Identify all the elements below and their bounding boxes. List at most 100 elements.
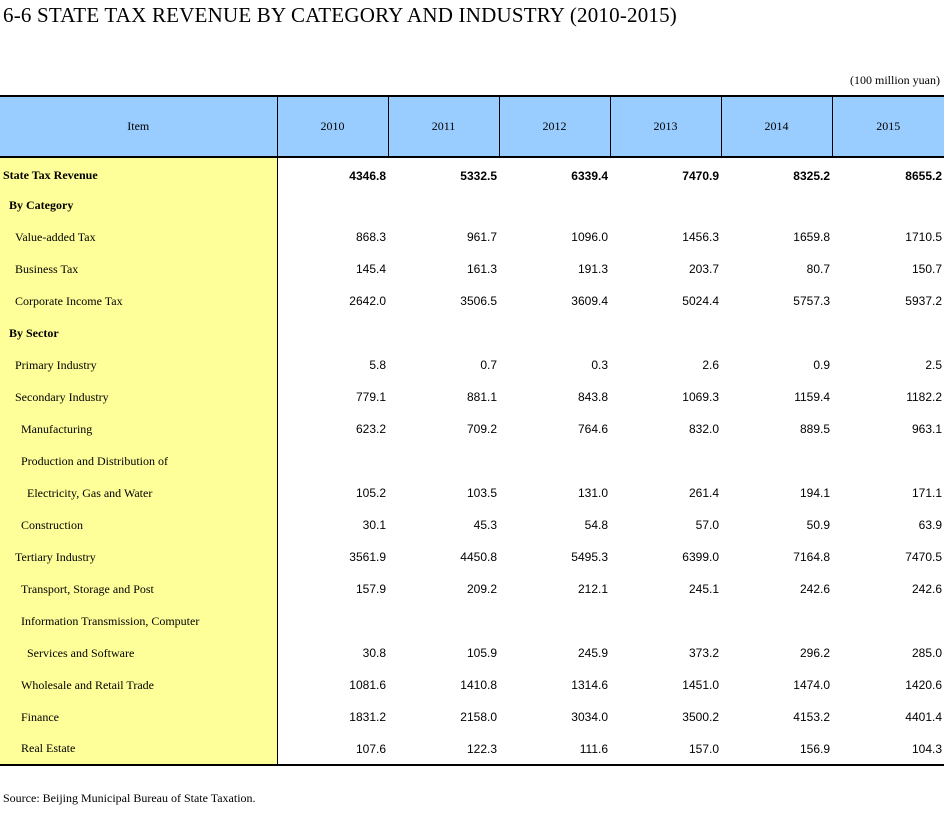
cell-value: 881.1 [466, 390, 497, 404]
cell-value: 145.4 [355, 262, 386, 276]
cell-value: 3506.5 [460, 294, 497, 308]
cell-value: 157.0 [610, 733, 721, 766]
cell-value: 1096.0 [571, 230, 608, 244]
table-row: Secondary Industry 779.1 881.1 843.8 1069.3 1… [0, 381, 944, 413]
cell-value: 8325.2 [793, 168, 830, 183]
row-label: Corporate Income Tax [0, 285, 278, 317]
cell-value: 0.3 [591, 358, 608, 372]
cell-value [277, 445, 388, 477]
cell-value: 131.0 [577, 486, 608, 500]
row-label: State Tax Revenue [0, 157, 278, 189]
table-row: Corporate Income Tax 2642.0 3506.5 3609.4 50… [0, 285, 944, 317]
cell-value [610, 605, 721, 637]
table-row: Real Estate 107.6 122.3 111.6 157.0 156.9 104.… [0, 733, 944, 766]
cell-value [832, 605, 944, 637]
cell-value: 45.3 [473, 518, 497, 532]
cell-value: 242.6 [911, 582, 942, 596]
cell-value: 2158.0 [460, 710, 497, 724]
cell-value [388, 605, 499, 637]
cell-value: 0.7 [480, 358, 497, 372]
cell-value: 1831.2 [349, 710, 386, 724]
cell-value [832, 317, 944, 349]
cell-value: 2.5 [925, 358, 942, 372]
cell-value: 1410.8 [460, 678, 497, 692]
header-year: 2015 [831, 95, 944, 158]
cell-value: 171.1 [911, 486, 942, 500]
cell-value: 103.5 [466, 486, 497, 500]
header-item: Item [0, 95, 277, 158]
cell-value: 4401.4 [905, 710, 942, 724]
cell-value: 1314.6 [571, 678, 608, 692]
cell-value: 107.6 [277, 733, 388, 766]
tax-revenue-table: Item 2010 2011 2012 2013 2014 2015 State… [0, 95, 944, 766]
cell-value: 7470.5 [905, 550, 942, 564]
cell-value: 212.1 [577, 582, 608, 596]
row-label: Value-added Tax [0, 221, 278, 253]
row-label: Secondary Industry [0, 381, 278, 413]
cell-value: 4450.8 [460, 550, 497, 564]
cell-value: 5.8 [369, 358, 386, 372]
row-label: Primary Industry [0, 349, 278, 381]
row-label: Real Estate [0, 733, 278, 766]
table-row: Transport, Storage and Post 157.9 209.2 212… [0, 573, 944, 605]
cell-value: 105.2 [355, 486, 386, 500]
cell-value: 261.4 [688, 486, 719, 500]
row-label: By Sector [0, 317, 278, 349]
header-year: 2014 [720, 95, 832, 158]
cell-value: 779.1 [355, 390, 386, 404]
header-row: Item 2010 2011 2012 2013 2014 2015 [0, 95, 944, 158]
table-row: By Category [0, 189, 944, 221]
table-row: Finance 1831.2 2158.0 3034.0 3500.2 4153.2 440… [0, 701, 944, 733]
row-label: Transport, Storage and Post [0, 573, 278, 605]
table-row: Electricity, Gas and Water 105.2 103.5 131.… [0, 477, 944, 509]
cell-value: 30.1 [362, 518, 386, 532]
cell-value: 150.7 [911, 262, 942, 276]
row-label: Wholesale and Retail Trade [0, 669, 278, 701]
cell-value: 104.3 [832, 733, 944, 766]
unit-note: (100 million yuan) [850, 73, 940, 87]
cell-value: 1710.5 [905, 230, 942, 244]
cell-value: 4153.2 [793, 710, 830, 724]
cell-value [832, 189, 944, 221]
cell-value [721, 445, 832, 477]
header-year: 2013 [609, 95, 721, 158]
cell-value: 3500.2 [682, 710, 719, 724]
cell-value: 285.0 [911, 646, 942, 660]
source-note: Source: Beijing Municipal Bureau of Stat… [3, 791, 256, 805]
cell-value: 5332.5 [460, 168, 497, 183]
cell-value: 161.3 [466, 262, 497, 276]
cell-value: 868.3 [355, 230, 386, 244]
cell-value: 7164.8 [793, 550, 830, 564]
table-row: By Sector [0, 317, 944, 349]
row-label: Construction [0, 509, 278, 541]
cell-value: 5495.3 [571, 550, 608, 564]
cell-value: 209.2 [466, 582, 497, 596]
table-row: Business Tax 145.4 161.3 191.3 203.7 80.7 150.… [0, 253, 944, 285]
cell-value: 623.2 [355, 422, 386, 436]
cell-value: 3609.4 [571, 294, 608, 308]
cell-value: 54.8 [584, 518, 608, 532]
header-year: 2011 [387, 95, 499, 158]
cell-value: 157.9 [355, 582, 386, 596]
cell-value: 122.3 [388, 733, 499, 766]
cell-value: 3034.0 [571, 710, 608, 724]
table-row: Production and Distribution of [0, 445, 944, 477]
cell-value [832, 445, 944, 477]
cell-value: 963.1 [911, 422, 942, 436]
cell-value [388, 445, 499, 477]
cell-value [388, 189, 499, 221]
cell-value: 1069.3 [682, 390, 719, 404]
cell-value: 4346.8 [349, 168, 386, 183]
cell-value: 63.9 [918, 518, 942, 532]
cell-value: 832.0 [688, 422, 719, 436]
cell-value: 245.1 [688, 582, 719, 596]
cell-value: 6339.4 [571, 168, 608, 183]
cell-value: 245.9 [577, 646, 608, 660]
cell-value [499, 189, 610, 221]
header-year: 2010 [276, 95, 388, 158]
cell-value: 373.2 [688, 646, 719, 660]
cell-value [499, 317, 610, 349]
cell-value: 111.6 [499, 733, 610, 766]
cell-value: 156.9 [721, 733, 832, 766]
row-label: Electricity, Gas and Water [0, 477, 278, 509]
